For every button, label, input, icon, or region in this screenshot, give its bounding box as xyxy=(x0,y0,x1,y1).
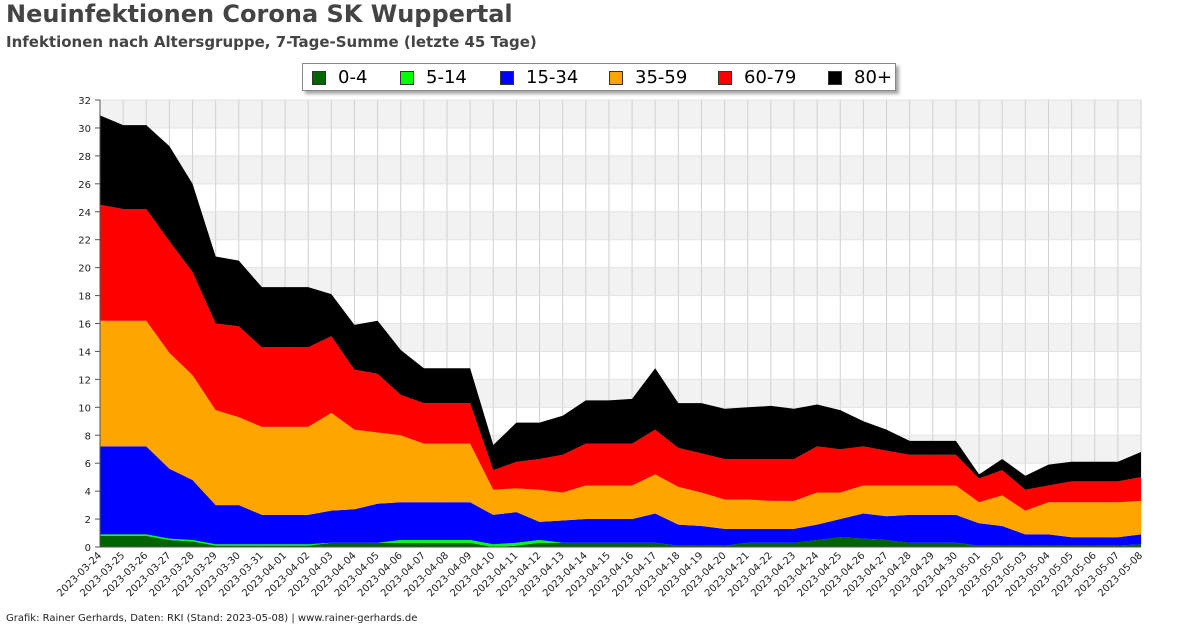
legend-label-15-34: 15-34 xyxy=(526,67,579,88)
area-layer xyxy=(100,115,1141,547)
legend-label-0-4: 0-4 xyxy=(338,67,368,88)
y-tick-label: 10 xyxy=(78,403,91,414)
y-tick-label: 26 xyxy=(78,180,91,191)
footer-credit: Grafik: Rainer Gerhards, Daten: RKI (Sta… xyxy=(6,613,418,624)
y-tick-label: 28 xyxy=(78,152,91,163)
legend-label-80plus: 80+ xyxy=(854,67,892,88)
grid-band xyxy=(100,183,1141,212)
legend-label-60-79: 60-79 xyxy=(744,67,797,88)
legend-label-35-59: 35-59 xyxy=(635,67,688,88)
area-series-15-34 xyxy=(100,446,1141,546)
chart-subtitle: Infektionen nach Altersgruppe, 7-Tage-Su… xyxy=(6,33,537,51)
y-tick-label: 0 xyxy=(85,543,91,554)
legend-swatch-15-34 xyxy=(500,71,514,85)
y-tick-label: 14 xyxy=(78,347,91,358)
y-tick-label: 22 xyxy=(78,236,91,247)
area-series-0-4 xyxy=(100,535,1141,547)
legend-swatch-60-79 xyxy=(718,71,732,85)
area-series-35-59 xyxy=(100,320,1141,538)
y-tick-label: 8 xyxy=(85,431,91,442)
legend-swatch-35-59 xyxy=(609,71,623,85)
legend-label-5-14: 5-14 xyxy=(426,67,467,88)
y-tick-label: 18 xyxy=(78,292,91,303)
legend-swatch-0-4 xyxy=(312,71,326,85)
y-tick-label: 2 xyxy=(85,515,91,526)
y-tick-label: 16 xyxy=(78,320,91,331)
y-tick-label: 30 xyxy=(78,124,91,135)
y-tick-label: 4 xyxy=(85,487,91,498)
chart-title: Neuinfektionen Corona SK Wuppertal xyxy=(6,0,513,28)
y-tick-label: 24 xyxy=(78,208,91,219)
grid-band xyxy=(100,239,1141,268)
y-tick-label: 12 xyxy=(78,375,91,386)
grid-band xyxy=(100,155,1141,184)
y-tick-label: 32 xyxy=(78,96,91,107)
chart-legend: 0-4 5-14 15-34 35-59 60-79 80+ xyxy=(302,63,896,91)
legend-swatch-5-14 xyxy=(400,71,414,85)
y-tick-label: 20 xyxy=(78,264,91,275)
area-series-80plus xyxy=(100,115,1141,490)
legend-swatch-80plus xyxy=(828,71,842,85)
area-series-60-79 xyxy=(100,204,1141,511)
grid-band xyxy=(100,127,1141,156)
grid-band xyxy=(100,211,1141,240)
grid-band xyxy=(100,100,1141,128)
y-tick-label: 6 xyxy=(85,459,91,470)
